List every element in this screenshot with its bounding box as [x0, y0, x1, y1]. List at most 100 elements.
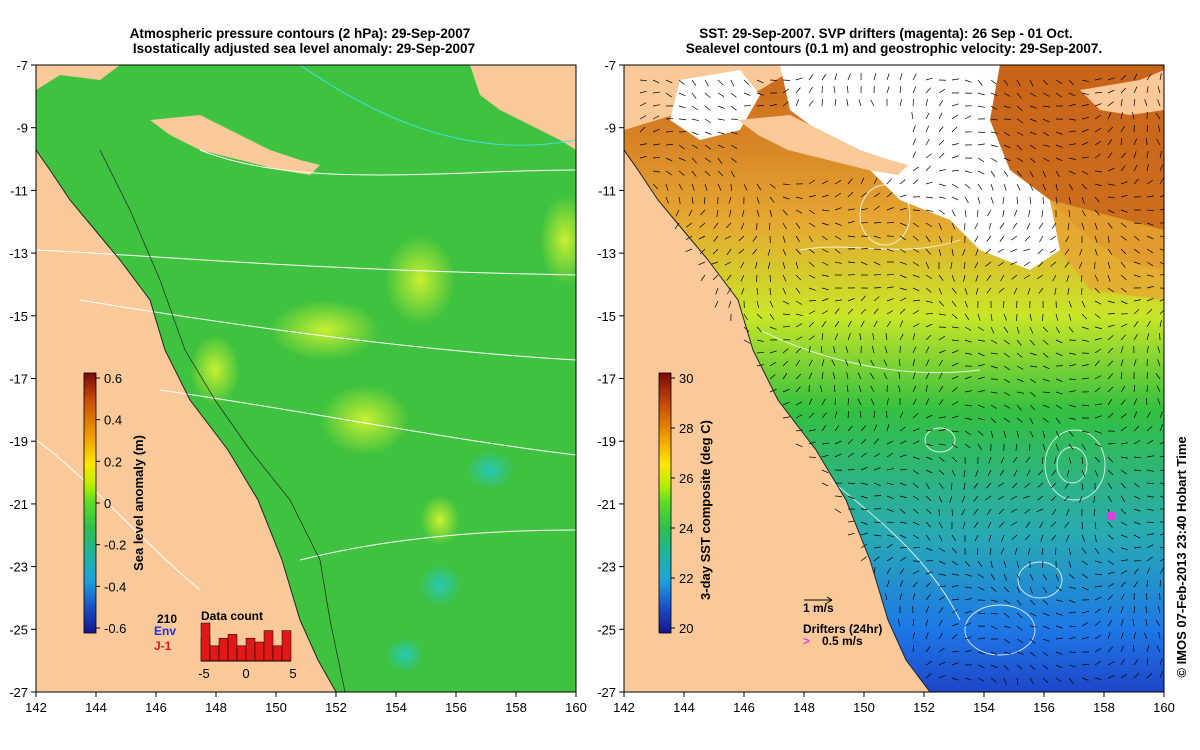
velocity-arrow — [912, 508, 919, 514]
velocity-arrow — [951, 274, 955, 282]
velocity-arrow — [1016, 105, 1023, 111]
velocity-arrow — [951, 362, 959, 367]
velocity-arrow — [847, 410, 849, 419]
velocity-arrow — [987, 209, 992, 217]
velocity-arrow — [899, 308, 906, 315]
velocity-arrow — [938, 560, 946, 565]
velocity-arrow — [974, 261, 979, 269]
velocity-arrow — [847, 261, 855, 264]
velocity-arrow — [1107, 646, 1113, 653]
velocity-arrow — [808, 359, 813, 367]
velocity-arrow — [964, 622, 972, 627]
velocity-arrow — [1094, 153, 1101, 159]
velocity-arrow — [834, 495, 843, 497]
velocity-arrow — [1133, 138, 1138, 146]
right-cloud-mask — [780, 65, 1060, 270]
velocity-arrow — [912, 412, 919, 419]
velocity-arrow — [912, 299, 920, 302]
velocity-arrow — [938, 386, 944, 393]
velocity-arrow — [1042, 417, 1049, 423]
velocity-arrow — [1025, 456, 1031, 463]
velocity-arrow — [1016, 144, 1023, 151]
velocity-arrow — [1120, 261, 1126, 268]
velocity-arrow — [1120, 99, 1123, 107]
left-anomaly-blob — [420, 495, 460, 545]
velocity-arrow — [899, 593, 902, 601]
velocity-arrow — [977, 664, 985, 669]
velocity-arrow — [1107, 167, 1115, 172]
velocity-arrow — [912, 570, 920, 575]
velocity-arrow — [858, 99, 862, 107]
velocity-arrow — [873, 261, 881, 266]
velocity-arrow — [1003, 313, 1007, 321]
velocity-arrow — [769, 300, 774, 308]
velocity-arrow — [738, 235, 745, 242]
velocity-arrow — [860, 556, 867, 562]
velocity-arrow — [1159, 424, 1163, 432]
velocity-arrow — [860, 452, 867, 458]
velocity-arrow — [1159, 309, 1164, 315]
velocity-arrow — [1146, 209, 1155, 211]
velocity-arrow — [665, 79, 673, 84]
velocity-arrow — [951, 103, 959, 107]
velocity-arrow — [1155, 373, 1161, 380]
velocity-arrow — [925, 87, 931, 94]
velocity-arrow — [912, 440, 920, 445]
velocity-arrow — [1107, 534, 1114, 540]
velocity-arrow — [1094, 360, 1100, 367]
velocity-arrow — [756, 351, 764, 354]
velocity-arrow — [821, 359, 825, 367]
velocity-arrow — [1120, 495, 1126, 502]
velocity-arrow — [1066, 274, 1070, 282]
velocity-arrow — [728, 300, 732, 308]
velocity-arrow — [938, 196, 946, 199]
velocity-arrow — [756, 313, 763, 319]
velocity-arrow — [1094, 170, 1102, 173]
velocity-arrow — [964, 376, 972, 380]
velocity-arrow — [899, 454, 907, 458]
left-bathymetry — [99, 149, 346, 692]
velocity-arrow — [821, 469, 829, 474]
velocity-arrow — [1159, 567, 1164, 575]
velocity-arrow — [987, 521, 992, 529]
x-tick-label: 144 — [673, 700, 695, 715]
velocity-arrow — [1146, 508, 1154, 511]
velocity-arrow — [1107, 495, 1113, 503]
velocity-arrow — [832, 372, 836, 380]
velocity-arrow — [1094, 196, 1100, 203]
velocity-arrow — [1055, 637, 1063, 640]
velocity-arrow — [886, 580, 890, 588]
velocity-arrow — [795, 401, 803, 406]
velocity-arrow — [834, 440, 842, 445]
velocity-arrow — [1146, 567, 1151, 575]
velocity-arrow — [1029, 326, 1034, 334]
velocity-arrow — [1003, 573, 1007, 581]
velocity-arrow — [964, 287, 968, 295]
velocity-arrow — [1094, 274, 1099, 282]
velocity-arrow — [938, 126, 944, 133]
velocity-arrow — [845, 346, 849, 354]
velocity-arrow — [1107, 138, 1113, 146]
velocity-arrow — [831, 359, 836, 367]
velocity-arrow — [990, 560, 993, 568]
velocity-arrow — [951, 677, 959, 681]
velocity-arrow — [834, 261, 842, 264]
velocity-arrow — [990, 183, 994, 191]
velocity-arrow — [1120, 632, 1124, 640]
velocity-arrow — [639, 155, 647, 159]
velocity-arrow — [1132, 619, 1135, 627]
velocity-arrow — [1042, 144, 1050, 147]
j1-bar — [254, 641, 265, 662]
velocity-arrow — [998, 508, 1005, 515]
velocity-arrow — [938, 607, 944, 614]
velocity-arrow — [938, 335, 946, 341]
velocity-arrow — [1133, 521, 1141, 525]
velocity-arrow — [704, 131, 712, 135]
velocity-arrow — [1029, 612, 1037, 617]
velocity-arrow — [1146, 658, 1149, 666]
velocity-arrow — [899, 297, 907, 302]
velocity-arrow — [951, 126, 958, 133]
velocity-arrow — [698, 235, 706, 240]
velocity-arrow — [938, 300, 945, 307]
velocity-arrow — [716, 209, 719, 217]
